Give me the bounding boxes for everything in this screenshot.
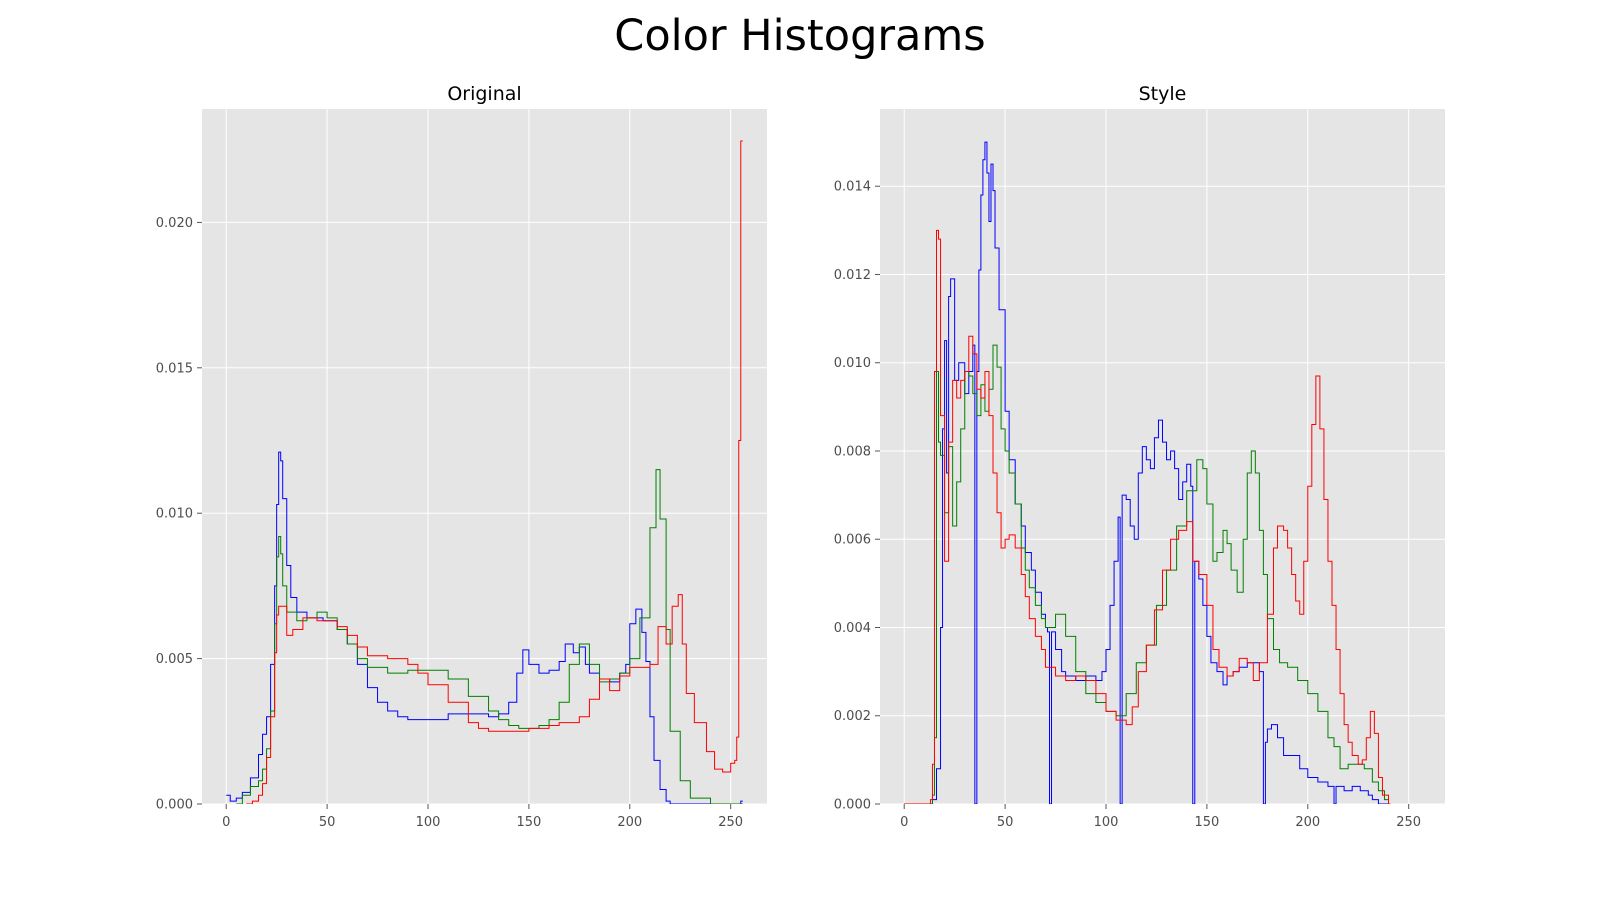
y-tick-label: 0.010 — [834, 356, 871, 371]
x-tick-label: 250 — [1396, 815, 1421, 830]
histogram-series-2 — [236, 469, 743, 804]
x-tick-label: 250 — [718, 815, 743, 830]
histogram-series-1 — [904, 141, 1391, 804]
x-tick-label: 200 — [1295, 815, 1320, 830]
subplot-title: Style — [1139, 83, 1187, 105]
histogram-series-2 — [904, 344, 1391, 804]
y-tick-label: 0.004 — [834, 621, 871, 636]
y-tick-label: 0.020 — [156, 216, 193, 231]
x-tick-label: 0 — [222, 815, 230, 830]
subplot-1: 0 50 100 150 200 250 0.000 0.005 0.010 0.015 0.020… — [156, 83, 767, 830]
x-tick-label: 50 — [319, 815, 336, 830]
x-tick-label: 50 — [997, 815, 1014, 830]
figure-title: Color Histograms — [614, 11, 985, 61]
y-tick-label: 0.014 — [834, 180, 871, 195]
y-tick-label: 0.005 — [156, 652, 193, 667]
y-tick-label: 0.012 — [834, 268, 871, 283]
plot-area — [202, 109, 767, 804]
y-tick-label: 0.006 — [834, 533, 871, 548]
x-tick-label: 100 — [1094, 815, 1119, 830]
y-tick-label: 0.015 — [156, 361, 193, 376]
y-tick-label: 0.002 — [834, 709, 871, 724]
plot-area — [880, 109, 1445, 804]
x-tick-label: 150 — [516, 815, 541, 830]
histogram-series-3 — [904, 229, 1391, 804]
y-tick-label: 0.010 — [156, 507, 193, 522]
y-tick-label: 0.008 — [834, 444, 871, 459]
x-tick-label: 100 — [416, 815, 441, 830]
histogram-series-3 — [246, 140, 743, 804]
subplot-2: 0 50 100 150 200 250 0.000 0.002 0.004 0.006 0.008… — [834, 83, 1445, 830]
x-tick-label: 200 — [617, 815, 642, 830]
x-tick-label: 0 — [900, 815, 908, 830]
y-tick-label: 0.000 — [156, 798, 193, 813]
y-tick-label: 0.000 — [834, 798, 871, 813]
x-tick-label: 150 — [1194, 815, 1219, 830]
subplot-title: Original — [447, 83, 521, 105]
